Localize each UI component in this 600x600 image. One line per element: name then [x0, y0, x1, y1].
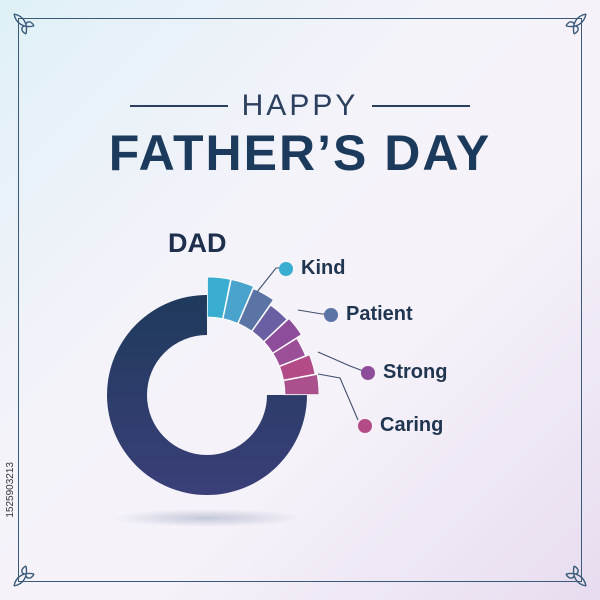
- legend-dot: [361, 365, 375, 380]
- slice-dad: [107, 295, 307, 495]
- chart-title: DAD: [168, 228, 227, 258]
- legend-item-patient: Patient: [324, 303, 413, 326]
- heading-rule-right: [372, 105, 471, 107]
- slice-patient: [251, 304, 288, 342]
- legend-item-strong: Strong: [361, 361, 447, 384]
- legend-label: Kind: [301, 257, 346, 279]
- slice-patient: [237, 288, 274, 332]
- leader-line-caring: [317, 373, 359, 421]
- stock-id: 1525903213: [5, 462, 16, 518]
- legend-dot: [358, 418, 372, 433]
- heading-rule-left: [129, 105, 228, 107]
- border-frame: [18, 18, 582, 582]
- floral-corner-icon: [548, 548, 590, 590]
- slice-kind: [206, 276, 231, 320]
- legend-label: Caring: [380, 414, 444, 436]
- legend-dot: [324, 307, 338, 322]
- legend-item-caring: Caring: [358, 414, 443, 437]
- happy-heading: HAPPY: [241, 89, 359, 122]
- slice-caring: [279, 354, 316, 381]
- leader-line-strong: [317, 351, 367, 373]
- legend-item-kind: Kind: [279, 257, 345, 280]
- floral-corner-icon: [10, 10, 52, 52]
- legend-label: Patient: [346, 303, 413, 325]
- slice-kind: [222, 279, 254, 324]
- slice-strong: [263, 318, 302, 354]
- floral-corner-icon: [10, 548, 52, 590]
- chart-shadow: [112, 509, 302, 527]
- legend-label: Strong: [383, 361, 448, 383]
- legend-dot: [279, 261, 293, 276]
- happy-heading-row: HAPPY: [0, 86, 600, 126]
- floral-corner-icon: [548, 10, 590, 52]
- slice-caring: [283, 373, 320, 396]
- slice-strong: [272, 338, 306, 367]
- page-title: FATHER’S DAY: [108, 125, 492, 181]
